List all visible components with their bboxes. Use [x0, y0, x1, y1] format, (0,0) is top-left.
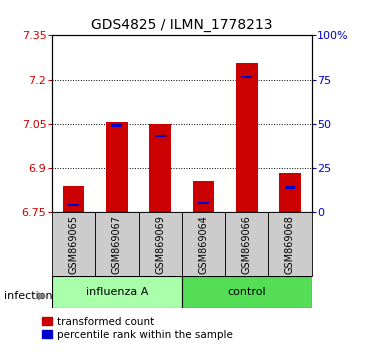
Bar — [63, 186, 85, 212]
Bar — [68, 204, 79, 206]
Text: GSM869068: GSM869068 — [285, 215, 295, 274]
Bar — [268, 212, 312, 276]
Text: control: control — [227, 287, 266, 297]
Bar — [150, 124, 171, 212]
Bar — [155, 135, 165, 137]
Title: GDS4825 / ILMN_1778213: GDS4825 / ILMN_1778213 — [91, 18, 273, 32]
Bar — [106, 122, 128, 212]
Bar — [111, 124, 122, 127]
Text: infection: infection — [4, 291, 52, 301]
Bar — [279, 173, 301, 212]
Bar — [225, 212, 268, 276]
Bar — [182, 212, 225, 276]
Bar — [182, 276, 312, 308]
Bar — [193, 181, 214, 212]
Bar — [52, 212, 95, 276]
Text: GSM869069: GSM869069 — [155, 215, 165, 274]
Bar — [241, 75, 252, 78]
Text: GSM869064: GSM869064 — [198, 215, 209, 274]
Bar — [285, 186, 295, 189]
Bar — [138, 212, 182, 276]
Text: ▶: ▶ — [38, 291, 46, 301]
Bar — [95, 212, 138, 276]
Bar — [198, 202, 209, 204]
Text: GSM869067: GSM869067 — [112, 215, 122, 274]
Text: GSM869065: GSM869065 — [69, 215, 79, 274]
Bar — [52, 276, 182, 308]
Text: GSM869066: GSM869066 — [242, 215, 252, 274]
Text: influenza A: influenza A — [86, 287, 148, 297]
Legend: transformed count, percentile rank within the sample: transformed count, percentile rank withi… — [42, 317, 233, 340]
Bar — [236, 63, 257, 212]
